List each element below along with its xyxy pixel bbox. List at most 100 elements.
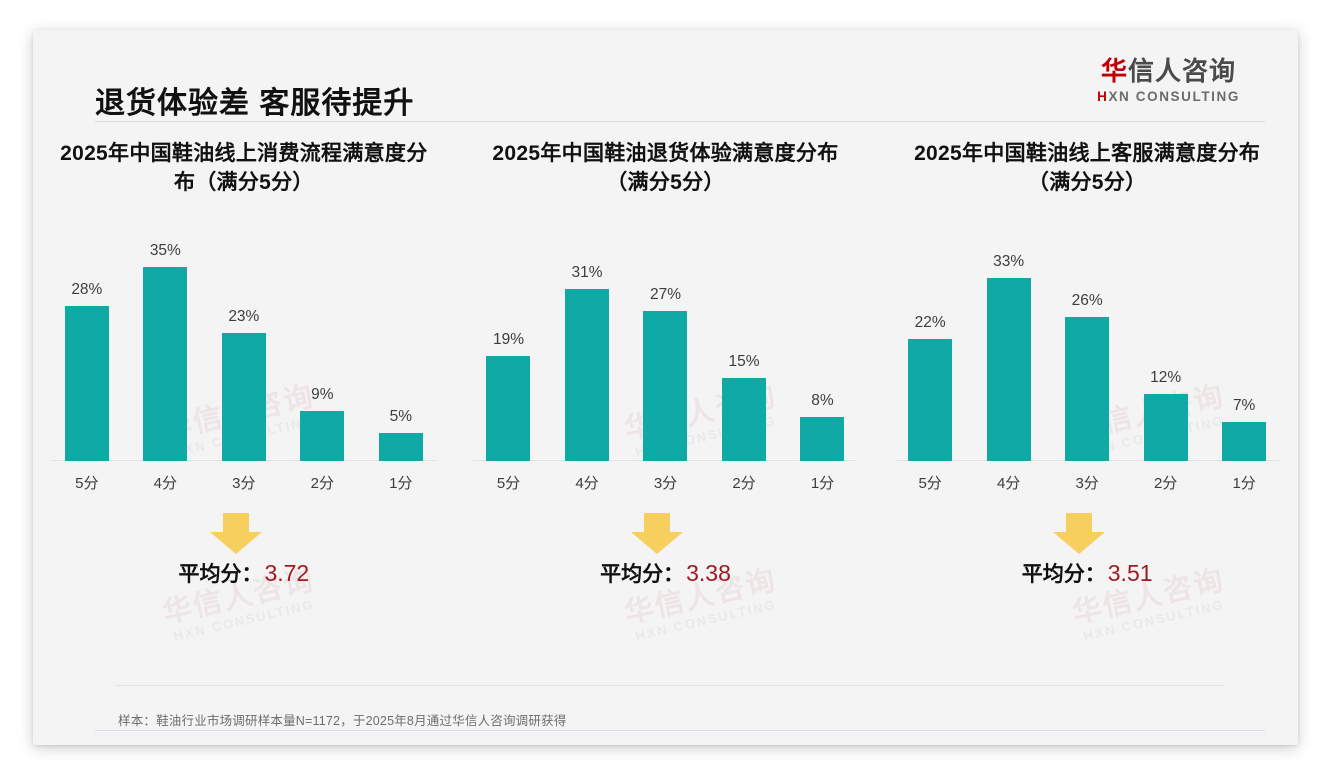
bar-group: 33% xyxy=(970,239,1048,462)
x-axis-label: 1分 xyxy=(810,475,835,493)
bar-group: 27% xyxy=(626,239,704,462)
average-label: 平均分： xyxy=(1021,563,1106,587)
bar-value-label: 31% xyxy=(571,264,603,282)
down-arrow-icon xyxy=(631,513,684,555)
bar[interactable] xyxy=(1222,422,1267,462)
bar-chart: 28% 35% 23% 9% 5% 5分 4分 3分 2分 1分 xyxy=(48,225,440,492)
bar[interactable] xyxy=(986,278,1031,462)
average-score: 平均分：3.51 xyxy=(1022,558,1153,588)
slide-card: 退货体验差 客服待提升 华信人咨询 HXN CONSULTING 华信人咨询 H… xyxy=(33,30,1298,745)
bar-group: 8% xyxy=(783,239,861,462)
bar-value-label: 7% xyxy=(1232,397,1256,415)
average-block: 平均分：3.38 xyxy=(469,513,863,599)
bar[interactable] xyxy=(643,311,688,462)
bar-group: 5% xyxy=(362,239,440,462)
x-axis-labels: 5分 4分 3分 2分 1分 xyxy=(48,472,440,493)
logo-chinese: 华信人咨询 xyxy=(1097,58,1240,84)
logo-english-rest: XN CONSULTING xyxy=(1108,89,1240,104)
bar-value-label: 35% xyxy=(149,242,181,260)
bar-series: 28% 35% 23% 9% 5% xyxy=(48,239,440,462)
average-value: 3.72 xyxy=(264,560,310,587)
bar-value-label: 26% xyxy=(1071,292,1103,310)
x-axis-label: 2分 xyxy=(732,475,756,493)
watermark-english: HXN CONSULTING xyxy=(172,596,316,644)
charts-row: 2025年中国鞋油线上消费流程满意度分布（满分5分） 28% 35% 23% 9% 5%… xyxy=(33,140,1298,599)
x-axis-label: 1分 xyxy=(389,475,413,493)
down-arrow-icon xyxy=(1053,513,1106,555)
bar[interactable] xyxy=(143,267,188,462)
chart-panel-2: 2025年中国鞋油线上客服满意度分布（满分5分） 22% 33% 26% 12% 7% … xyxy=(876,140,1298,599)
bar[interactable] xyxy=(564,289,609,462)
bar-value-label: 5% xyxy=(389,408,413,426)
bar[interactable] xyxy=(1065,317,1110,462)
average-block: 平均分：3.51 xyxy=(890,513,1284,599)
bar-series: 22% 33% 26% 12% 7% xyxy=(891,239,1283,462)
company-logo: 华信人咨询 HXN CONSULTING xyxy=(1097,58,1240,104)
chart-panel-1: 2025年中国鞋油退货体验满意度分布（满分5分） 19% 31% 27% 15% 8% … xyxy=(455,140,877,599)
footer-website: www.hxrcon.com xyxy=(1135,743,1226,745)
x-axis-label: 1分 xyxy=(1232,475,1256,493)
footnote-divider xyxy=(115,685,1225,686)
bar-value-label: 27% xyxy=(649,286,681,304)
bar-group: 35% xyxy=(126,239,204,462)
average-label: 平均分： xyxy=(600,563,685,587)
bar[interactable] xyxy=(486,356,531,462)
bar[interactable] xyxy=(800,417,845,462)
logo-english: HXN CONSULTING xyxy=(1097,90,1240,104)
x-axis-label: 2分 xyxy=(1153,475,1178,493)
x-axis-label: 4分 xyxy=(996,475,1021,493)
logo-english-red: H xyxy=(1097,89,1109,104)
average-value: 3.51 xyxy=(1107,560,1153,587)
down-arrow-icon xyxy=(209,513,262,555)
x-axis-label: 2分 xyxy=(310,475,334,493)
bar-group: 26% xyxy=(1048,239,1126,462)
average-value: 3.38 xyxy=(686,560,731,587)
bar-value-label: 28% xyxy=(71,281,103,299)
bar-chart: 22% 33% 26% 12% 7% 5分 4分 3分 2分 1分 xyxy=(891,225,1283,492)
bar-group: 28% xyxy=(48,239,126,462)
chart-panel-0: 2025年中国鞋油线上消费流程满意度分布（满分5分） 28% 35% 23% 9% 5%… xyxy=(33,140,455,599)
watermark-english: HXN CONSULTING xyxy=(634,596,778,644)
page-title: 退货体验差 客服待提升 xyxy=(95,87,415,120)
bar[interactable] xyxy=(1143,394,1188,462)
average-score: 平均分：3.38 xyxy=(600,558,731,588)
bar[interactable] xyxy=(300,411,345,462)
bar-value-label: 23% xyxy=(228,308,260,326)
x-axis-labels: 5分 4分 3分 2分 1分 xyxy=(469,472,861,493)
average-label: 平均分： xyxy=(178,563,263,587)
x-axis-label: 5分 xyxy=(496,475,521,493)
x-axis-label: 4分 xyxy=(153,475,177,493)
bar-value-label: 22% xyxy=(914,314,946,332)
bar-group: 15% xyxy=(705,239,783,462)
average-score: 平均分：3.72 xyxy=(178,558,309,588)
slide-header: 退货体验差 客服待提升 华信人咨询 HXN CONSULTING xyxy=(33,30,1298,122)
x-axis-label: 3分 xyxy=(232,475,256,493)
bar-value-label: 9% xyxy=(311,386,334,404)
bar-group: 7% xyxy=(1205,239,1283,462)
header-divider xyxy=(95,121,1265,122)
bar[interactable] xyxy=(64,306,109,462)
bar-value-label: 33% xyxy=(993,253,1025,271)
x-axis-label: 5分 xyxy=(918,475,942,493)
bar-group: 31% xyxy=(548,239,626,462)
bar[interactable] xyxy=(908,339,953,462)
bar-chart: 19% 31% 27% 15% 8% 5分 4分 3分 2分 1分 xyxy=(469,225,861,492)
bar-group: 22% xyxy=(891,239,969,462)
footer-copyright: ©2025.10 HXR华信人咨询 xyxy=(105,741,258,745)
x-axis-label: 3分 xyxy=(653,475,678,493)
footnote: 样本：鞋油行业市场调研样本量N=1172，于2025年8月通过华信人咨询调研获得 xyxy=(118,714,567,728)
bar-group: 12% xyxy=(1127,239,1205,462)
x-axis-label: 4分 xyxy=(575,475,599,493)
bar[interactable] xyxy=(378,433,423,462)
x-axis-labels: 5分 4分 3分 2分 1分 xyxy=(891,472,1283,493)
bar-value-label: 19% xyxy=(492,331,524,349)
chart-title: 2025年中国鞋油线上消费流程满意度分布（满分5分） xyxy=(60,142,428,194)
x-axis-label: 5分 xyxy=(75,475,99,493)
bar[interactable] xyxy=(221,333,266,462)
chart-title: 2025年中国鞋油线上客服满意度分布（满分5分） xyxy=(914,142,1261,194)
bar-group: 23% xyxy=(205,239,283,462)
bar[interactable] xyxy=(721,378,766,462)
logo-chinese-red: 华 xyxy=(1101,56,1129,86)
bar-series: 19% 31% 27% 15% 8% xyxy=(469,239,861,462)
bar-group: 9% xyxy=(283,239,361,462)
